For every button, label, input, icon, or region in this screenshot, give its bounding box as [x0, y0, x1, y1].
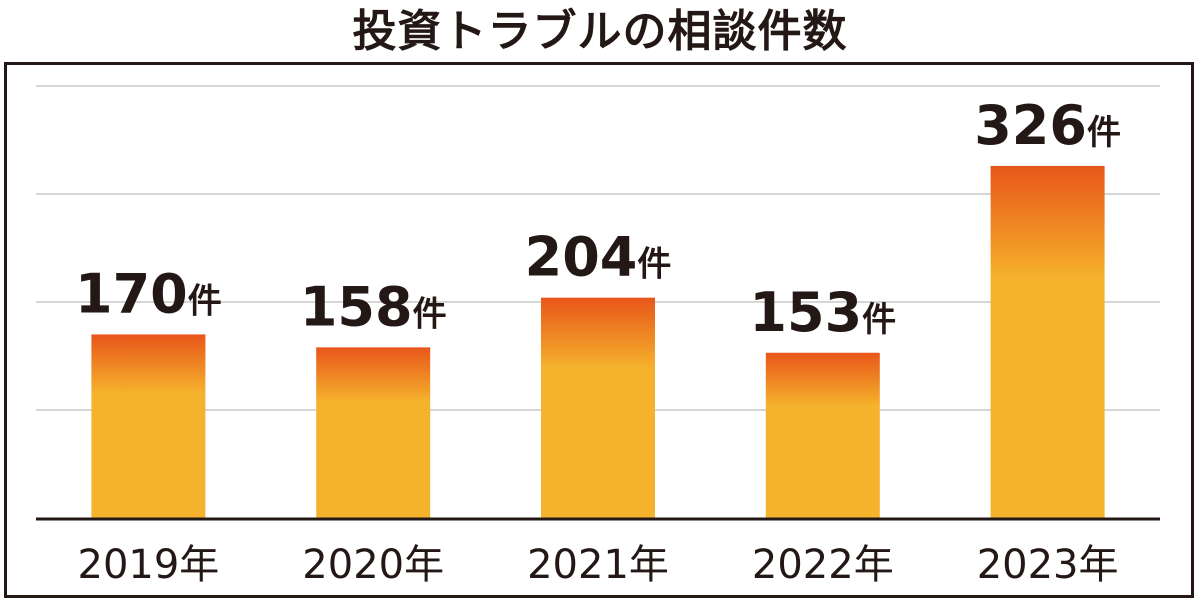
value-number: 326: [974, 94, 1087, 157]
x-tick-label: 2022年: [752, 542, 894, 588]
value-number: 153: [749, 281, 862, 344]
bar-2020年: [316, 347, 431, 518]
x-tick-label: 2020年: [302, 542, 444, 588]
chart-title: 投資トラブルの相談件数: [352, 6, 848, 57]
value-number: 170: [75, 262, 188, 325]
value-label: 204件: [525, 226, 672, 289]
x-tick-label: 2021年: [527, 542, 669, 588]
bar-2019年: [91, 334, 206, 518]
x-tick-label: 2023年: [977, 542, 1119, 588]
bar-2022年: [765, 352, 880, 518]
value-label: 170件: [75, 262, 222, 325]
bar-2023年: [990, 165, 1105, 519]
value-label: 153件: [749, 281, 896, 344]
value-unit: 件: [1087, 113, 1121, 153]
category-labels: 2019年 2020年 2021年 2022年 2023年: [78, 542, 1119, 588]
value-label: 326件: [974, 94, 1121, 157]
value-unit: 件: [413, 294, 447, 334]
bar-2021年: [541, 297, 655, 518]
x-tick-label: 2019年: [78, 542, 220, 588]
value-unit: 件: [188, 281, 222, 321]
value-number: 204: [525, 226, 638, 289]
value-label: 158件: [300, 275, 447, 338]
value-number: 158: [300, 275, 413, 338]
value-unit: 件: [862, 300, 896, 340]
bars: [91, 165, 1105, 519]
value-unit: 件: [637, 245, 671, 285]
